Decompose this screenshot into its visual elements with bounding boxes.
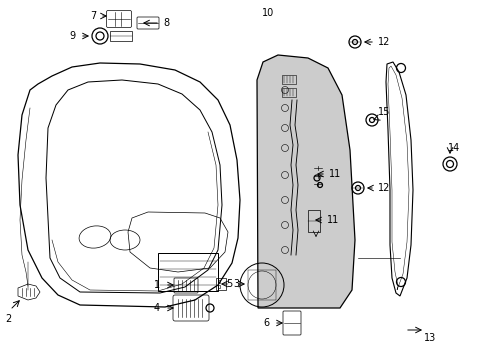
Text: 12: 12 [377,183,389,193]
Text: 14: 14 [447,143,459,153]
Text: 7: 7 [90,11,96,21]
Text: 3: 3 [232,279,239,289]
Text: 2: 2 [5,314,11,324]
Text: 1: 1 [154,280,160,290]
Text: 13: 13 [423,333,435,343]
Text: 11: 11 [326,215,339,225]
Text: 11: 11 [328,169,341,179]
Text: 12: 12 [377,37,389,47]
Bar [216,278,225,290]
Bar [282,88,295,97]
Text: 5: 5 [225,279,231,289]
Text: 10: 10 [262,8,274,18]
Bar [158,253,218,291]
Bar [282,75,295,84]
Text: 8: 8 [163,18,169,28]
Bar [110,31,132,41]
Polygon shape [257,55,354,308]
Text: 15: 15 [377,107,389,117]
Bar [218,285,220,288]
Text: 4: 4 [154,303,160,313]
Bar [307,210,319,232]
Bar [218,280,220,283]
Text: 9: 9 [69,31,75,41]
Text: 6: 6 [264,318,269,328]
Bar [247,270,275,300]
